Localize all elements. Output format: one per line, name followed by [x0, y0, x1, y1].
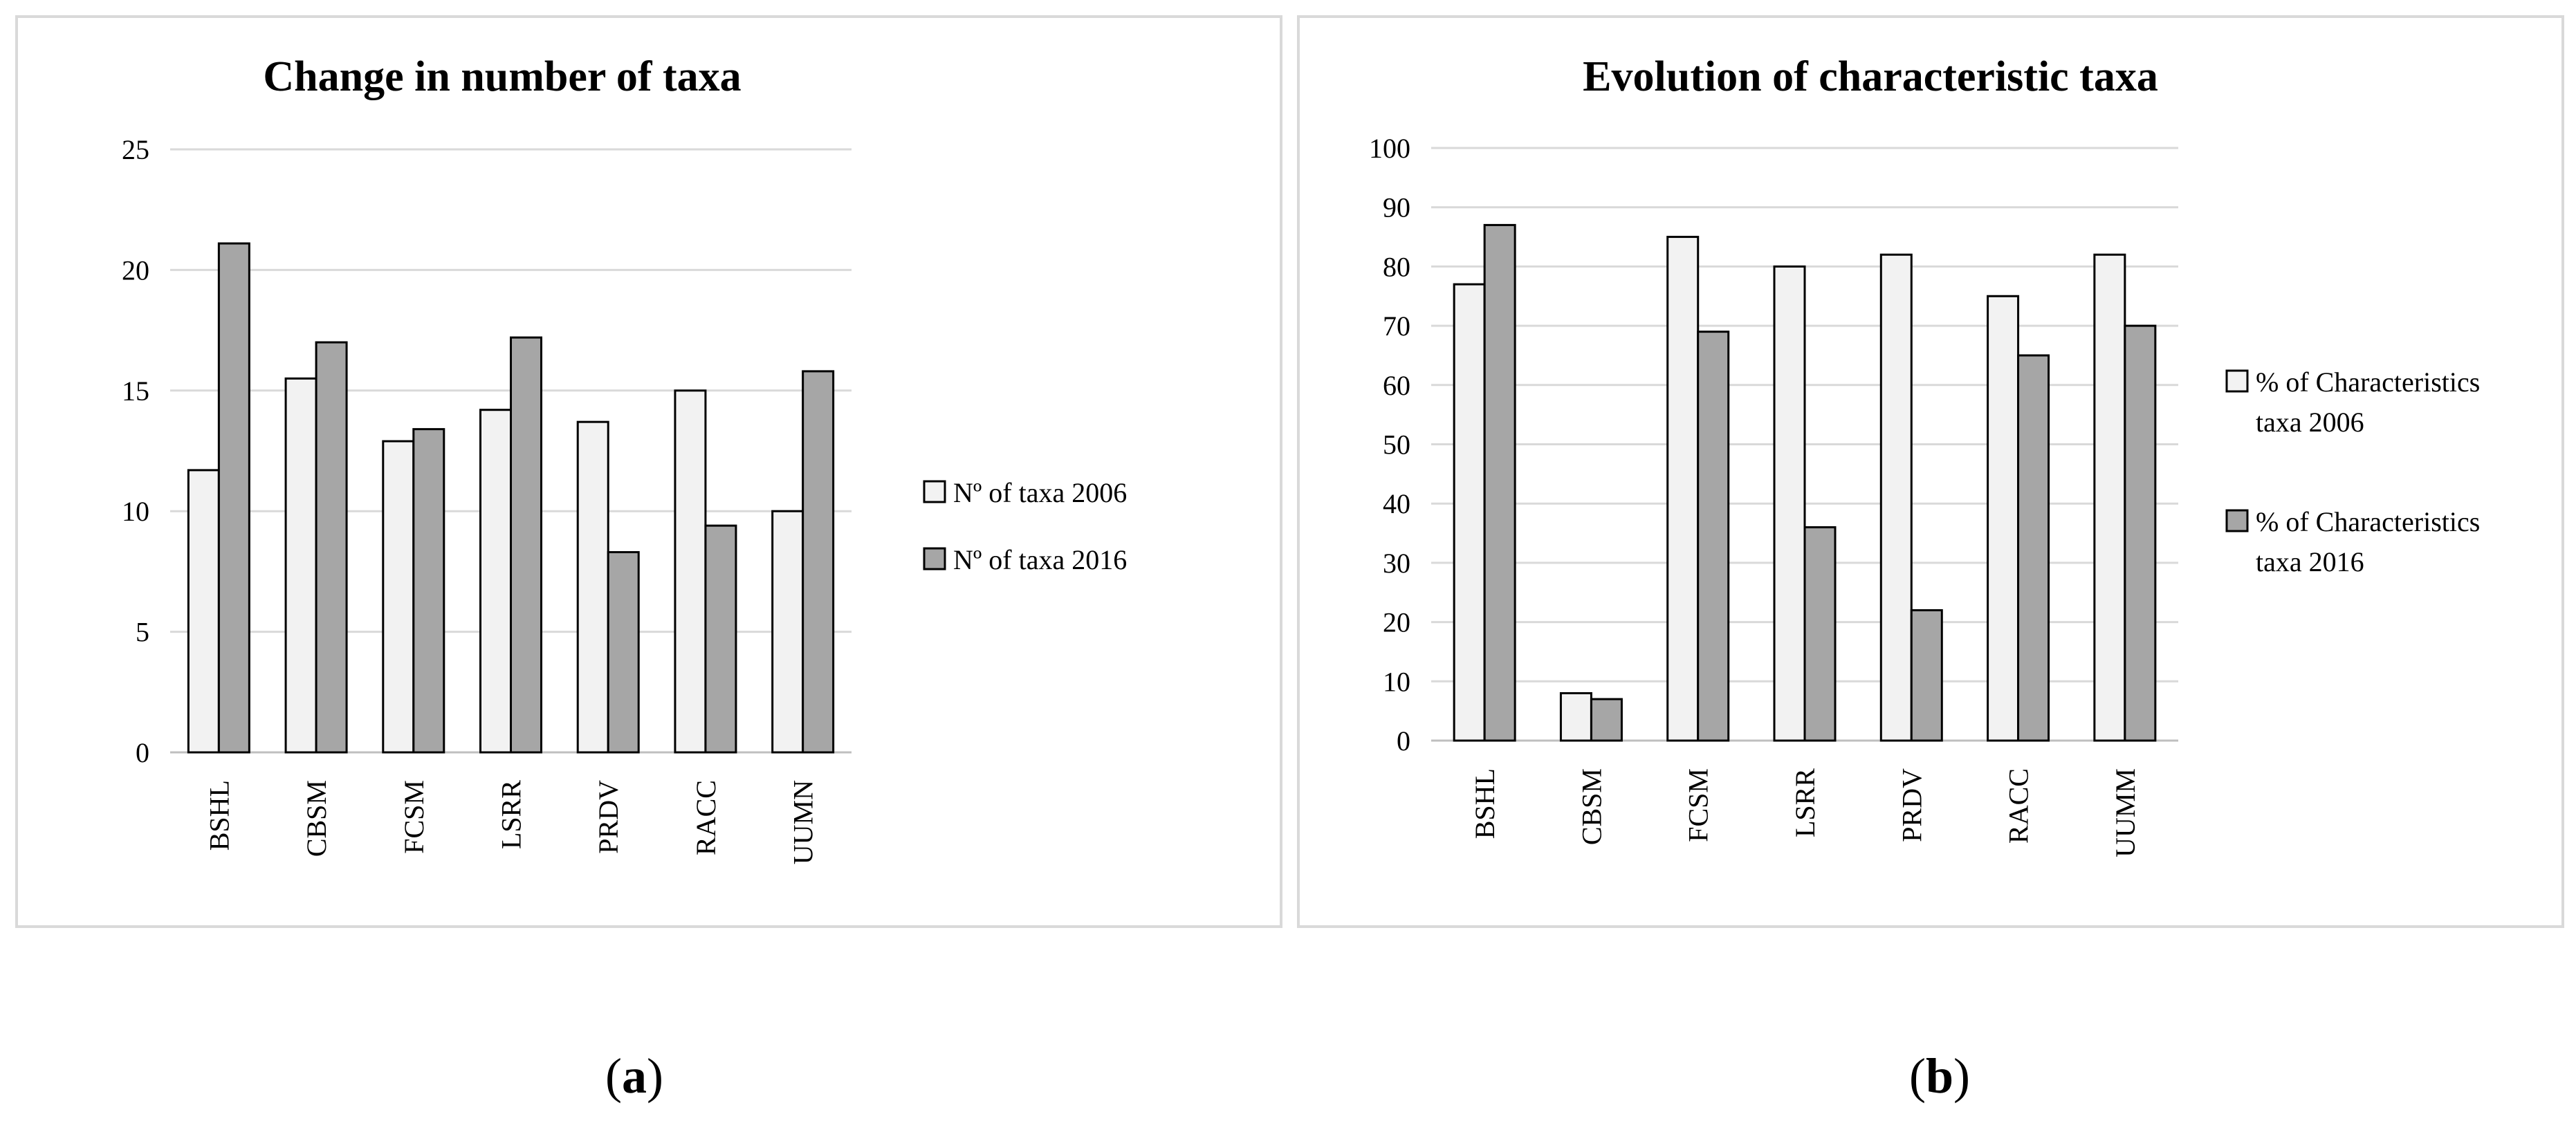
b-bar-cbsm-series-2: [1590, 698, 1623, 742]
a-x-tick-label: CBSM: [301, 780, 332, 857]
a-y-tick-label: 20: [122, 254, 149, 286]
chart-panel-a: Change in number of taxa 0 5 10 15 20 25 BSHL…: [15, 15, 1282, 928]
b-bar-fcsm-series-2: [1697, 331, 1730, 742]
b-x-tick-label: RACC: [2003, 768, 2034, 844]
b-y-tick-label: 90: [1383, 192, 1410, 223]
a-bar-uumn-series-2: [802, 370, 835, 754]
chart-panel-b: Evolution of characteristic taxa 0 10 20 30…: [1297, 15, 2564, 928]
chart-a-title: Change in number of taxa: [263, 53, 741, 100]
b-bar-racc-series-2: [2017, 354, 2050, 742]
a-bar-fcsm-series-2: [412, 428, 445, 754]
b-y-tick-label: 30: [1383, 548, 1410, 579]
b-x-tick-label: PRDV: [1896, 768, 1927, 842]
a-x-tick-label: PRDV: [593, 780, 624, 854]
chart-a-svg: Change in number of taxa 0 5 10 15 20 25 BSHL…: [122, 53, 1127, 864]
b-bar-uumm-series-2: [2124, 324, 2157, 742]
chart-b-svg: Evolution of characteristic taxa 0 10 20 30…: [1369, 53, 2480, 857]
b-x-tick-label: UUMM: [2110, 768, 2141, 857]
a-y-tick-label: 10: [122, 496, 149, 527]
b-legend-swatch-1: [2225, 369, 2249, 393]
b-bar-prdv-series-2: [1910, 609, 1943, 742]
a-y-tick-label: 5: [136, 617, 149, 648]
b-y-tick-label: 0: [1397, 725, 1410, 757]
a-bar-bshl-series-2: [217, 242, 250, 754]
a-bar-lsrr-series-2: [510, 336, 542, 754]
b-x-tick-label: LSRR: [1790, 768, 1821, 837]
a-bar-fcsm-series-1: [382, 440, 415, 754]
b-y-tick-label: 70: [1383, 310, 1410, 342]
b-x-tick-label: CBSM: [1576, 768, 1607, 845]
a-y-tick-label: 0: [136, 737, 149, 768]
b-bar-lsrr-series-1: [1773, 265, 1806, 742]
a-bar-prdv-series-2: [607, 550, 640, 754]
a-x-tick-label: UUMN: [788, 780, 819, 864]
b-legend-label-2: % of Characteristics taxa 2016: [2256, 506, 2480, 577]
a-bar-cbsm-series-2: [315, 341, 348, 754]
b-legend-swatch-2: [2225, 509, 2249, 532]
a-x-tick-label: FCSM: [398, 780, 430, 854]
a-bar-racc-series-1: [674, 389, 707, 754]
a-x-tick-label: BSHL: [203, 780, 234, 851]
b-x-tick-label: FCSM: [1683, 768, 1714, 842]
a-legend-swatch-1: [923, 480, 946, 503]
b-bar-lsrr-series-2: [1803, 526, 1837, 742]
subfigure-label-a: (a): [605, 1048, 663, 1104]
subfigure-label-a-letter: a: [621, 1048, 647, 1104]
b-bar-bshl-series-1: [1453, 283, 1486, 742]
a-bar-prdv-series-1: [576, 420, 609, 754]
b-y-tick-label: 40: [1383, 488, 1410, 519]
subfigure-label-b: (b): [1909, 1048, 1971, 1104]
a-legend-swatch-2: [923, 547, 946, 570]
a-legend-label-1: Nº of taxa 2006: [953, 477, 1127, 508]
b-y-tick-label: 100: [1369, 133, 1410, 164]
b-bar-fcsm-series-1: [1666, 236, 1700, 742]
b-bar-uumm-series-1: [2093, 253, 2126, 742]
b-bar-cbsm-series-1: [1559, 692, 1592, 742]
a-bar-racc-series-2: [704, 524, 737, 754]
a-bar-bshl-series-1: [187, 469, 220, 754]
subfigure-label-b-letter: b: [1925, 1048, 1954, 1104]
a-bar-cbsm-series-1: [284, 377, 318, 754]
a-bar-uumn-series-1: [771, 510, 804, 754]
a-y-tick-label: 25: [122, 134, 149, 165]
b-x-tick-label: BSHL: [1469, 768, 1500, 839]
b-y-tick-label: 50: [1383, 429, 1410, 461]
b-bar-bshl-series-2: [1483, 223, 1516, 742]
a-legend-label-2: Nº of taxa 2016: [953, 544, 1127, 575]
a-y-tick-label: 15: [122, 375, 149, 407]
b-bar-prdv-series-1: [1879, 253, 1913, 742]
chart-b-title: Evolution of characteristic taxa: [1583, 53, 2158, 100]
b-y-tick-label: 10: [1383, 666, 1410, 697]
b-y-tick-label: 20: [1383, 607, 1410, 638]
b-legend-label-1: % of Characteristics taxa 2006: [2256, 366, 2480, 438]
b-bar-racc-series-1: [1987, 295, 2020, 742]
b-y-tick-label: 80: [1383, 251, 1410, 282]
a-x-tick-label: RACC: [690, 780, 721, 855]
a-bar-lsrr-series-1: [479, 409, 512, 754]
a-x-tick-label: LSRR: [496, 780, 527, 849]
b-y-tick-label: 60: [1383, 370, 1410, 401]
